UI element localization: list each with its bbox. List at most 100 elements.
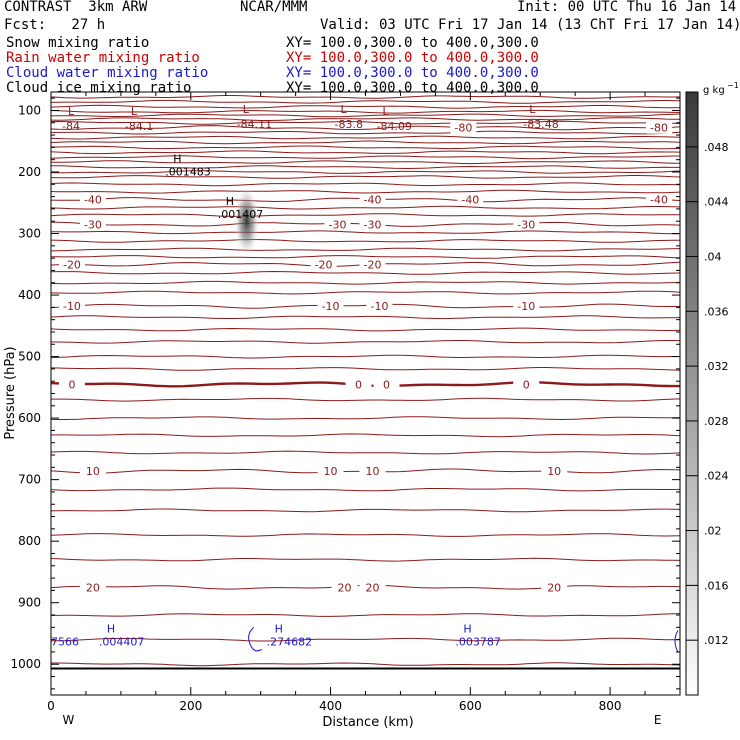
colorbar-unit: g kg bbox=[703, 85, 725, 96]
isotherm-line bbox=[51, 230, 680, 235]
isotherm-label: -10 bbox=[517, 300, 535, 313]
isotherm-label-bg bbox=[513, 218, 540, 231]
isotherm-line bbox=[51, 182, 680, 187]
temperature-minimum-marker: L bbox=[529, 103, 536, 116]
isotherm-label: 0 bbox=[383, 378, 390, 391]
isotherm-line bbox=[51, 113, 680, 118]
isotherm-label: -30 bbox=[364, 218, 382, 231]
isotherm-label-bg bbox=[359, 193, 386, 206]
x-tick-label: 200 bbox=[179, 699, 202, 713]
field-xy-snow: XY= 100.0,300.0 to 400.0,300.0 bbox=[286, 35, 539, 51]
cloud-water-contour bbox=[674, 630, 679, 653]
isotherm-line bbox=[51, 367, 680, 371]
isotherm-label-bg bbox=[457, 193, 484, 206]
snow-maximum-marker: H bbox=[173, 153, 181, 166]
isotherm-label-bg bbox=[317, 465, 344, 478]
isotherm-line bbox=[51, 238, 680, 243]
temperature-minimum-marker: L bbox=[382, 105, 389, 118]
isotherm-label-bg bbox=[359, 581, 386, 594]
isotherm-line bbox=[51, 613, 680, 617]
isotherm-line bbox=[51, 117, 680, 121]
field-xy-cloud-water: XY= 100.0,300.0 to 400.0,300.0 bbox=[286, 65, 539, 81]
isotherm-label: 20 bbox=[86, 581, 100, 594]
init-time: Init: 00 UTC Thu 16 Jan 14 bbox=[517, 0, 737, 15]
isotherm-line bbox=[51, 327, 680, 332]
isotherm-label: 10 bbox=[547, 465, 561, 478]
isotherm-label-bg bbox=[331, 581, 358, 594]
isotherm-line bbox=[51, 155, 680, 160]
isotherm-label: -40 bbox=[84, 194, 102, 207]
isotherm-line bbox=[51, 533, 680, 537]
isotherm-line bbox=[51, 145, 680, 150]
isotherm-label-bg bbox=[79, 218, 106, 231]
isotherm-label: 10 bbox=[365, 465, 379, 478]
isotherm-label-bg bbox=[58, 378, 85, 391]
isotherm-label: -20 bbox=[364, 258, 382, 271]
isotherm-label-bg bbox=[79, 193, 106, 206]
isotherm-label: -30 bbox=[329, 218, 347, 231]
isotherm-label: -40 bbox=[650, 194, 668, 207]
x-tick-label: 0 bbox=[47, 699, 55, 713]
isotherm-label-bg bbox=[317, 300, 344, 313]
isotherm-label: -30 bbox=[517, 218, 535, 231]
isotherm-label: 10 bbox=[324, 465, 338, 478]
colorbar-tick-label: .048 bbox=[704, 141, 729, 154]
y-axis-label: Pressure (hPa) bbox=[3, 346, 18, 439]
isotherm-line bbox=[51, 99, 680, 104]
colorbar-tick-label: .012 bbox=[704, 634, 729, 647]
isotherm-label: -10 bbox=[63, 300, 81, 313]
isotherm-line bbox=[51, 487, 680, 492]
isotherm-label-bg bbox=[541, 581, 568, 594]
y-tick-label: 100 bbox=[18, 103, 41, 117]
isotherm-label: -40 bbox=[364, 194, 382, 207]
x-axis-label: Distance (km) bbox=[322, 715, 413, 730]
isotherm-label-bg bbox=[345, 378, 372, 391]
cloud-water-maximum-marker: H bbox=[107, 623, 115, 636]
isotherm-line bbox=[51, 433, 680, 438]
isotherm-label-bg bbox=[450, 121, 477, 134]
isotherm-label: 10 bbox=[86, 465, 100, 478]
cloud-ice-shading bbox=[233, 185, 260, 258]
colorbar-tick-label: .028 bbox=[704, 415, 729, 428]
colorbar bbox=[685, 91, 699, 696]
field-name-rain: Rain water mixing ratio bbox=[6, 50, 200, 66]
snow-maximum-value: .001483 bbox=[165, 166, 211, 179]
temperature-minimum-value: -84.1 bbox=[125, 120, 153, 133]
field-xy-rain: XY= 100.0,300.0 to 400.0,300.0 bbox=[286, 50, 539, 66]
isotherm-label: 0 bbox=[523, 378, 530, 391]
isotherm-label-bg bbox=[513, 378, 540, 391]
y-tick-label: 800 bbox=[18, 534, 41, 548]
west-end-label: W bbox=[63, 713, 75, 727]
forecast-hour: Fcst: 27 h bbox=[4, 17, 106, 33]
isotherm-line bbox=[51, 95, 680, 99]
isotherm-line bbox=[51, 397, 680, 402]
field-name-cloud-water: Cloud water mixing ratio bbox=[6, 65, 209, 81]
y-tick-label: 300 bbox=[18, 227, 41, 241]
temperature-minimum-marker: L bbox=[243, 103, 250, 116]
valid-time: Valid: 03 UTC Fri 17 Jan 14 (13 ChT Fri … bbox=[320, 17, 740, 33]
isotherm-line bbox=[51, 662, 680, 667]
colorbar-unit-exponent: −1 bbox=[727, 81, 739, 90]
temperature-minimum-value: -84.11 bbox=[237, 118, 272, 131]
isotherm-line bbox=[51, 557, 680, 562]
isotherm-line bbox=[51, 354, 680, 359]
temperature-minimum-value: -84 bbox=[62, 120, 80, 133]
isotherm-label-bg bbox=[366, 300, 393, 313]
isotherm-line bbox=[51, 120, 680, 125]
colorbar-tick-label: .04 bbox=[704, 250, 722, 263]
cloud-water-maximum-value: 7566 bbox=[51, 636, 79, 649]
temperature-minimum-marker: L bbox=[68, 105, 75, 118]
isotherm-line bbox=[51, 160, 680, 165]
colorbar-tick-label: .016 bbox=[704, 579, 729, 592]
plot-frame bbox=[50, 91, 681, 696]
isotherm-line bbox=[51, 175, 680, 179]
colorbar-tick-label: .02 bbox=[704, 525, 722, 538]
isotherm-label: -20 bbox=[63, 258, 81, 271]
isotherm-line bbox=[51, 450, 680, 455]
temperature-minimum-marker: L bbox=[341, 103, 348, 116]
field-name-snow: Snow mixing ratio bbox=[6, 35, 150, 51]
isotherm-label: -10 bbox=[370, 300, 388, 313]
isotherm-label-bg bbox=[513, 300, 540, 313]
isotherm-line bbox=[51, 255, 680, 259]
colorbar-tick-label: .032 bbox=[704, 360, 729, 373]
